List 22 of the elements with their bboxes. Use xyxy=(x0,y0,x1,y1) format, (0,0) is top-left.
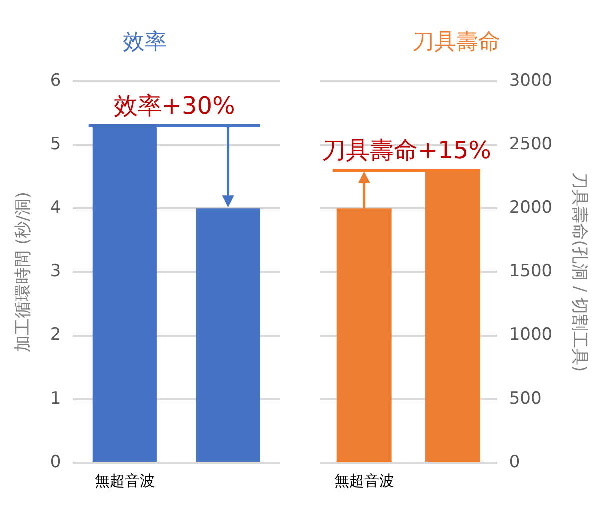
y-tick-label: 6 xyxy=(50,70,62,91)
y-tick-label: 2 xyxy=(50,325,62,346)
ref-line-label: 刀具壽命+15% xyxy=(322,136,492,165)
y2-axis-title: 刀具壽命(孔洞 / 切割工具) xyxy=(569,172,590,372)
y-tick-label: 4 xyxy=(50,198,62,218)
y2-tick-label: 2000 xyxy=(509,198,553,218)
chart-title: 效率 xyxy=(123,30,167,55)
y-tick-label: 0 xyxy=(50,452,62,472)
y2-tick-label: 3000 xyxy=(509,70,553,91)
y2-tick-label: 0 xyxy=(509,452,520,472)
x-tick-label: 無超音波 xyxy=(334,472,394,490)
y2-tick-label: 1000 xyxy=(509,325,553,346)
ref-line-label: 效率+30% xyxy=(114,92,236,120)
x-tick-label: 無超音波 xyxy=(94,472,155,490)
y-tick-label: 5 xyxy=(50,134,62,154)
y2-tick-label: 1500 xyxy=(509,262,553,282)
chart-title: 刀具壽命 xyxy=(412,30,500,55)
y2-tick-label: 500 xyxy=(509,388,542,409)
y2-tick-label: 2500 xyxy=(509,134,553,154)
y-tick-label: 3 xyxy=(50,262,62,282)
y-tick-label: 1 xyxy=(50,388,62,409)
y-axis-title: 加工循環時間 (秒/洞) xyxy=(14,192,34,352)
